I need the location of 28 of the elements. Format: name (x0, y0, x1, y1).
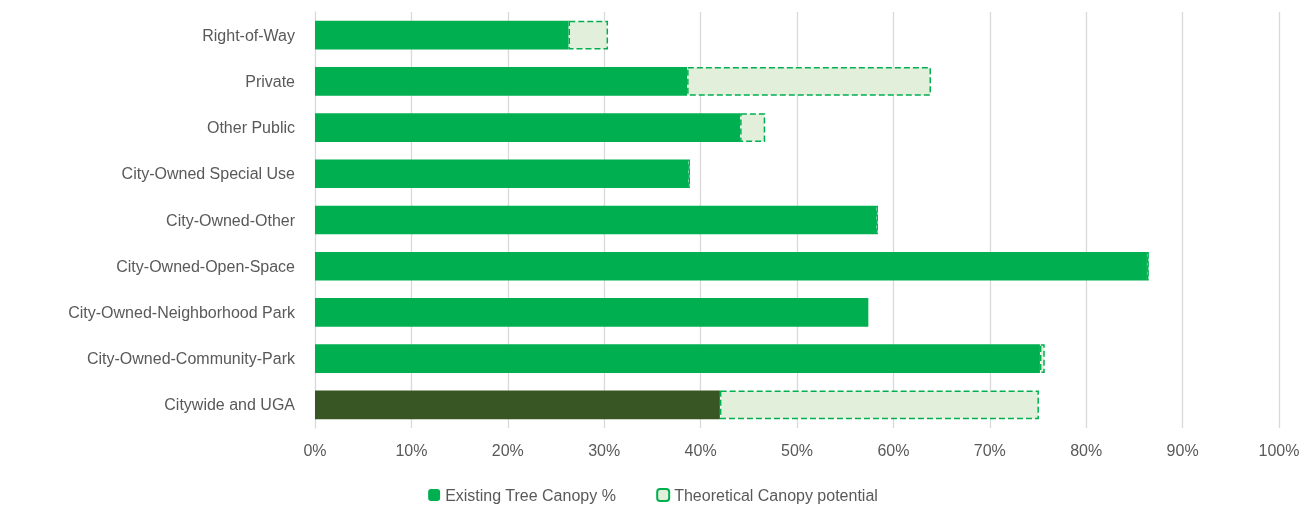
y-tick-label: Private (245, 72, 296, 90)
bar (315, 159, 689, 189)
y-tick-label: City-Owned-Community-Park (86, 350, 296, 368)
bar (315, 390, 720, 420)
x-tick-label: 10% (395, 441, 428, 459)
bar (719, 390, 1039, 420)
y-tick-label: Right-of-Way (202, 26, 295, 44)
x-tick-label: 60% (877, 441, 910, 459)
x-tick-label: 80% (1070, 441, 1103, 459)
y-tick-label: Other Public (206, 119, 295, 137)
bar (315, 205, 877, 235)
y-tick-label: City-Owned-Other (166, 211, 296, 229)
x-tick-label: 0% (303, 441, 327, 459)
x-tick-label: 70% (973, 441, 1006, 459)
y-tick-label: City-Owned-Open-Space (116, 257, 296, 275)
x-tick-label: 50% (780, 441, 814, 459)
x-tick-label: 40% (684, 441, 717, 459)
y-tick-label: City-Owned-Neighborhood Park (68, 303, 296, 321)
y-tick-label: City-Owned Special Use (121, 165, 296, 183)
x-tick-label: 20% (491, 441, 524, 459)
bar (315, 298, 869, 327)
x-tick-label: 30% (588, 441, 621, 459)
x-tick-label: 90% (1166, 441, 1199, 459)
bar (315, 251, 1147, 281)
legend-label: Existing Tree Canopy % (445, 486, 616, 504)
legend-label: Theoretical Canopy potential (674, 486, 878, 504)
y-tick-label: Citywide and UGA (164, 396, 296, 414)
x-tick-label: 100% (1258, 441, 1300, 459)
